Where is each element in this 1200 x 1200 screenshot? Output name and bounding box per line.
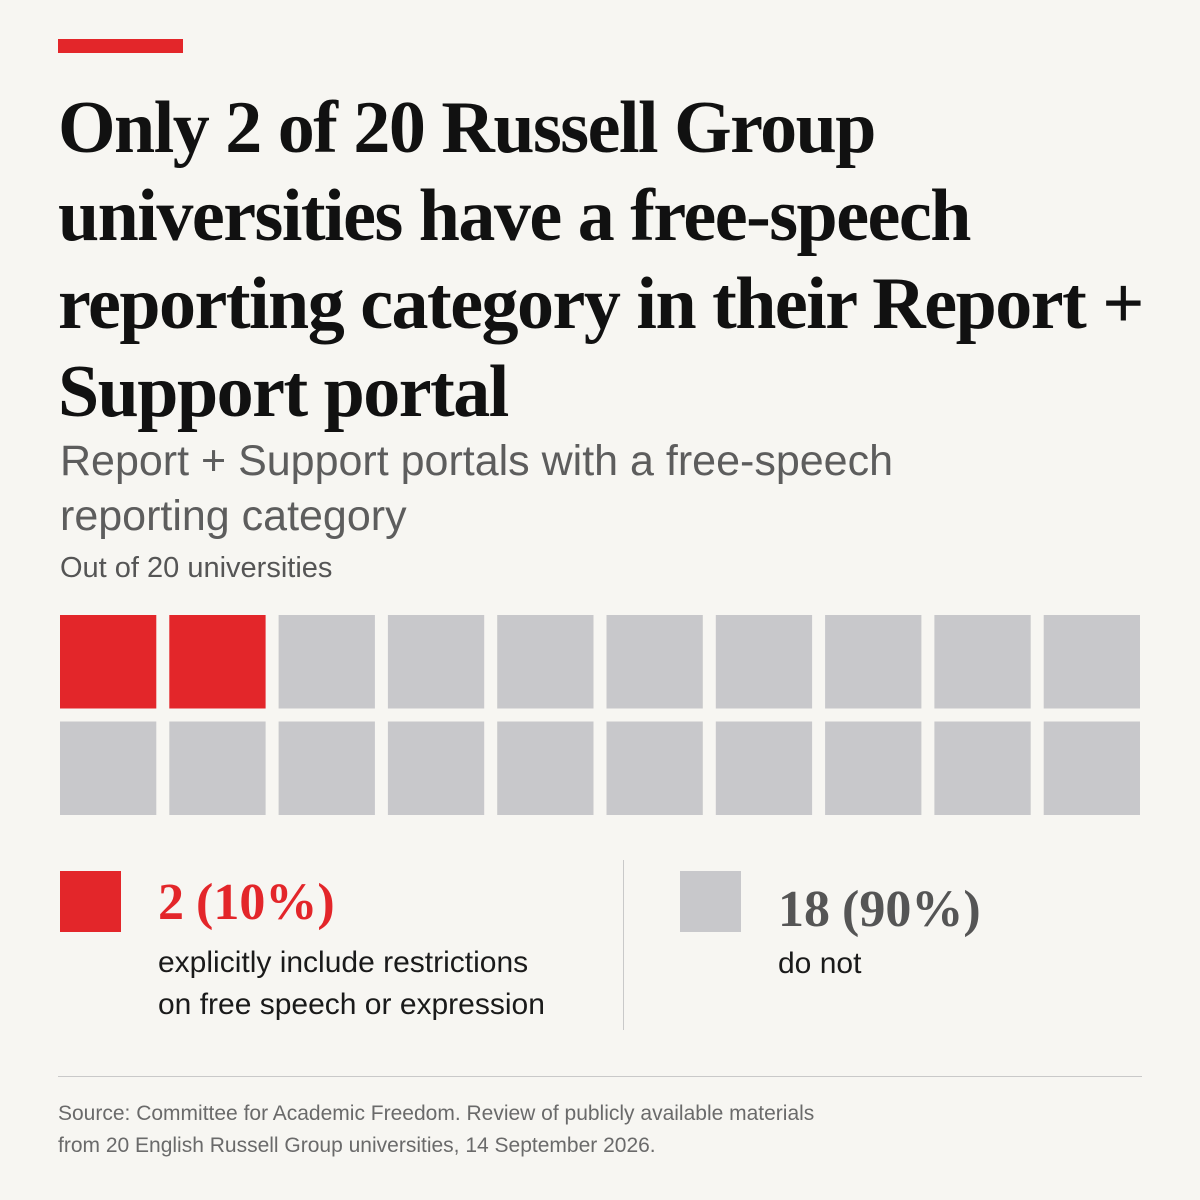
chart-subtitle: Report + Support portals with a free-spe… bbox=[60, 437, 893, 540]
waffle-cell-not-included bbox=[825, 615, 922, 709]
legend-count-included: 2 bbox=[158, 874, 184, 931]
waffle-cell-not-included bbox=[497, 615, 594, 709]
source-line-2: from 20 English Russell Group universiti… bbox=[58, 1134, 656, 1157]
accent-bar bbox=[58, 39, 183, 53]
source-line-1: Source: Committee for Academic Freedom. … bbox=[58, 1102, 815, 1125]
waffle-chart bbox=[60, 615, 1140, 815]
source-note: Source: Committee for Academic Freedom. … bbox=[58, 1098, 1058, 1162]
waffle-cell-not-included bbox=[715, 615, 813, 709]
legend-swatch-not-included bbox=[680, 871, 741, 932]
waffle-cell-included bbox=[60, 615, 157, 709]
waffle-cell-not-included bbox=[1043, 615, 1140, 709]
unit-note: Out of 20 universities bbox=[60, 552, 333, 584]
legend-percent-not-included: (90%) bbox=[842, 881, 981, 938]
legend-label-included: explicitly include restrictions on free … bbox=[158, 942, 545, 1026]
waffle-cell-not-included bbox=[1043, 721, 1140, 815]
waffle-cell-not-included bbox=[606, 721, 703, 815]
legend-count-not-included: 18 bbox=[778, 881, 830, 938]
waffle-cell-not-included bbox=[606, 615, 703, 709]
legend-label-included-line2: on free speech or expression bbox=[158, 988, 545, 1021]
legend-value-included: 2 (10%) bbox=[158, 873, 335, 933]
legend-percent-included: (10%) bbox=[196, 874, 335, 931]
headline: Only 2 of 20 Russell Group universities … bbox=[58, 87, 1144, 433]
waffle-cell-not-included bbox=[387, 721, 485, 815]
waffle-cell-not-included bbox=[497, 721, 594, 815]
legend-label-included-line1: explicitly include restrictions bbox=[158, 946, 529, 979]
waffle-cell-not-included bbox=[278, 615, 375, 709]
waffle-cell-not-included bbox=[934, 721, 1031, 815]
waffle-cell-not-included bbox=[60, 721, 157, 815]
waffle-cell-not-included bbox=[278, 721, 375, 815]
legend-label-not-included: do not bbox=[778, 947, 862, 980]
waffle-cell-not-included bbox=[934, 615, 1031, 709]
waffle-cell-not-included bbox=[825, 721, 922, 815]
waffle-cell-included bbox=[169, 615, 266, 709]
waffle-cell-not-included bbox=[169, 721, 266, 815]
waffle-grid bbox=[60, 615, 1140, 815]
waffle-cell-not-included bbox=[715, 721, 813, 815]
waffle-cell-not-included bbox=[387, 615, 485, 709]
legend-divider bbox=[623, 860, 624, 1030]
legend-value-not-included: 18 (90%) bbox=[778, 880, 981, 940]
legend-swatch-included bbox=[60, 871, 121, 932]
footer-rule bbox=[58, 1076, 1142, 1077]
